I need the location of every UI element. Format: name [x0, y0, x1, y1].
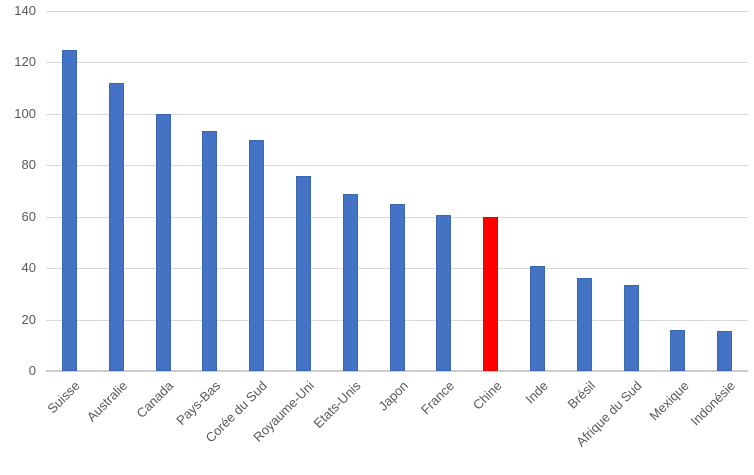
- plot-area: [46, 11, 748, 372]
- gridline: [46, 165, 748, 167]
- bar-suisse: [61, 50, 77, 371]
- y-axis-tick-label: 0: [28, 363, 36, 378]
- bar-indonésie: [717, 331, 733, 371]
- bar-corée-du-sud: [249, 140, 265, 371]
- bar-afrique-du-sud: [623, 285, 639, 371]
- y-axis-tick-label: 40: [21, 260, 36, 276]
- bar-japon: [389, 204, 405, 371]
- x-axis-line: [46, 370, 748, 372]
- x-axis-label: Australie: [83, 378, 130, 425]
- x-axis-label: Inde: [522, 378, 552, 407]
- bar-etats-unis: [342, 194, 358, 371]
- x-axis-label: Mexique: [646, 378, 692, 424]
- y-axis-tick-label: 100: [14, 105, 36, 121]
- gridline: [46, 11, 748, 12]
- x-axis-label: Canada: [133, 378, 177, 421]
- y-axis-tick-label: 120: [14, 54, 36, 70]
- bar-france: [436, 215, 452, 371]
- bar-brésil: [576, 278, 592, 371]
- bar-canada: [155, 114, 171, 371]
- y-axis-tick-label: 140: [14, 3, 36, 18]
- bar-royaume-uni: [295, 176, 311, 371]
- bar-australie: [108, 83, 124, 371]
- x-axis-label: Chine: [469, 378, 505, 413]
- gridline: [46, 62, 748, 64]
- x-axis-label: Etats-Unis: [310, 378, 364, 432]
- x-axis-label: Japon: [374, 378, 411, 414]
- x-axis-label: France: [418, 378, 458, 418]
- bar-highlight-chine: [483, 217, 499, 371]
- bar-pays-bas: [202, 131, 218, 371]
- x-axis-label: Suisse: [44, 378, 84, 417]
- x-axis-label: Brésil: [564, 378, 598, 412]
- bar-mexique: [670, 330, 686, 371]
- y-axis-tick-label: 60: [21, 208, 36, 224]
- x-axis-label: Indonésie: [687, 378, 739, 429]
- bar-inde: [529, 266, 545, 371]
- y-axis-tick-label: 80: [21, 157, 36, 173]
- gridline: [46, 113, 748, 115]
- y-axis-tick-label: 20: [21, 311, 36, 327]
